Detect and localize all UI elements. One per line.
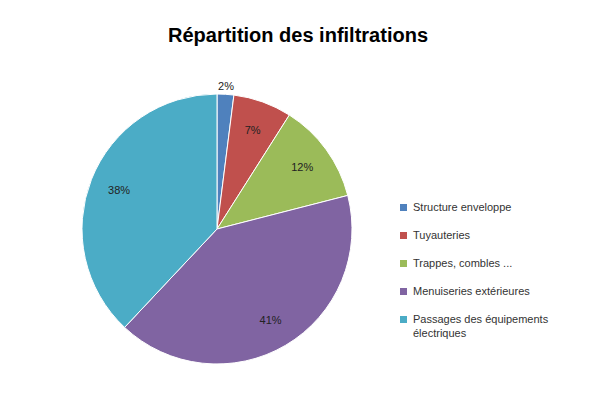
svg-text:7%: 7%: [245, 124, 261, 136]
svg-text:38%: 38%: [108, 184, 130, 196]
html-text:Trappes, combles ...: Trappes, combles ...: [413, 257, 513, 269]
html-text:Tuyauteries: Tuyauteries: [413, 229, 471, 241]
svg-text:2%: 2%: [218, 80, 234, 92]
svg-text:12%: 12%: [291, 161, 313, 173]
html-text:Structure enveloppe: Structure enveloppe: [413, 201, 512, 213]
html-text:Répartition des infiltrations: Répartition des infiltrations: [168, 24, 428, 46]
html-text:Menuiseries extérieures: Menuiseries extérieures: [413, 285, 530, 297]
svg-text:41%: 41%: [260, 314, 282, 326]
html-text:Passages des équipements élect: Passages des équipements électriques: [413, 313, 549, 339]
